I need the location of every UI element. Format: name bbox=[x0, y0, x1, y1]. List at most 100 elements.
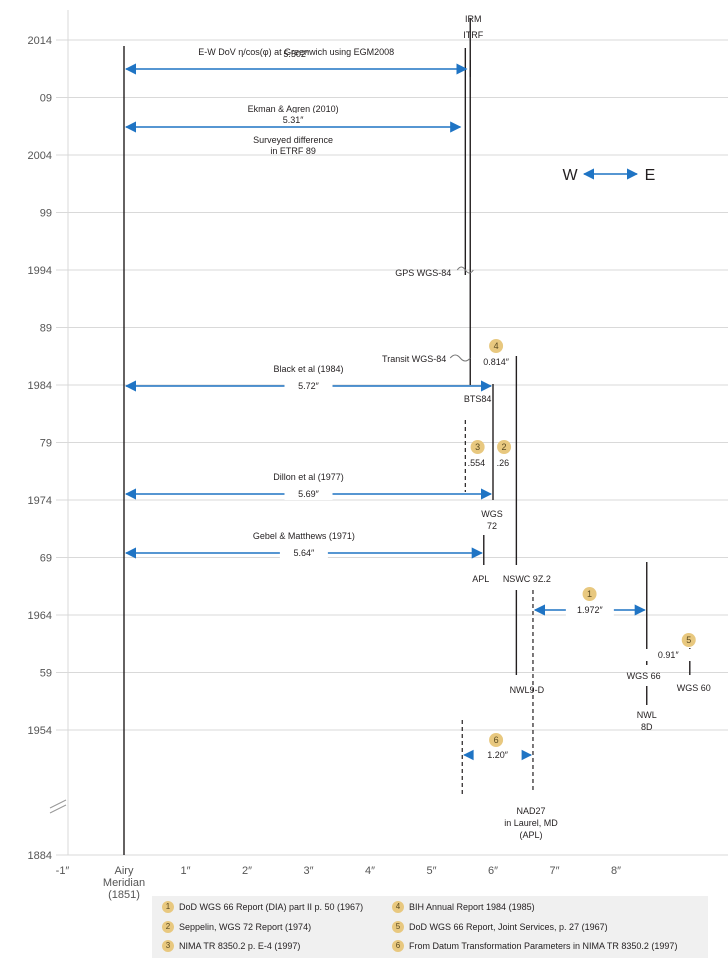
x-tick-label: 1″ bbox=[180, 865, 190, 877]
legend-item: 5 DoD WGS 66 Report, Joint Services, p. 2… bbox=[392, 921, 608, 933]
badge-number: 6 bbox=[494, 735, 499, 745]
x-tick-label: 5″ bbox=[426, 865, 436, 877]
value-label-bg bbox=[269, 113, 318, 125]
x-tick-label: 4″ bbox=[365, 865, 375, 877]
measurement-value: 1.20″ bbox=[487, 750, 509, 760]
legend-item: 1 DoD WGS 66 Report (DIA) part II p. 50 (… bbox=[162, 901, 363, 913]
y-tick-label: 1984 bbox=[28, 380, 52, 392]
x-tick-label: 2″ bbox=[242, 865, 252, 877]
measurement-value: 5.502″ bbox=[283, 49, 310, 59]
y-tick-label: 2014 bbox=[28, 35, 52, 47]
axis-break-mark bbox=[49, 804, 67, 814]
legend-item: 4 BIH Annual Report 1984 (1985) bbox=[392, 901, 535, 913]
datum-label-nwl9d: NWL9-D bbox=[510, 685, 545, 695]
legend-text: From Datum Transformation Parameters in … bbox=[409, 941, 678, 951]
datum-label-wgs60: WGS 60 bbox=[677, 683, 711, 693]
measurement-value: .26 bbox=[497, 458, 510, 468]
datum-label-apl: APL bbox=[472, 574, 489, 584]
measurement-title: Gebel & Matthews (1971) bbox=[253, 531, 355, 541]
y-tick-label: 89 bbox=[40, 323, 52, 335]
badge-number: 5 bbox=[686, 635, 691, 645]
legend-badge: 1 bbox=[162, 901, 174, 913]
measurement-value: .554 bbox=[468, 458, 486, 468]
datum-label-wgs66: WGS 66 bbox=[627, 671, 661, 681]
measurement-value: 5.69″ bbox=[298, 489, 320, 499]
y-tick-label: 1954 bbox=[28, 725, 52, 737]
transit-squiggle bbox=[449, 354, 471, 362]
legend-item: 2 Seppelin, WGS 72 Report (1974) bbox=[162, 921, 311, 933]
datum-label-gps: GPS WGS-84 bbox=[395, 268, 451, 278]
y-tick-label: 1884 bbox=[28, 850, 52, 862]
legend-item: 3 NIMA TR 8350.2 p. E-4 (1997) bbox=[162, 940, 300, 952]
value-label-bg bbox=[644, 649, 693, 661]
measurement-note: Surveyed difference in ETRF 89 bbox=[253, 135, 333, 156]
badge-number: 1 bbox=[587, 589, 592, 599]
legend-text: NIMA TR 8350.2 p. E-4 (1997) bbox=[179, 941, 301, 951]
measurement-title: Dillon et al (1977) bbox=[273, 472, 344, 482]
y-tick-label: 1994 bbox=[28, 265, 52, 277]
x-tick-label: 8″ bbox=[611, 865, 621, 877]
axis-break-mark bbox=[49, 799, 67, 809]
x-tick-label: 7″ bbox=[549, 865, 559, 877]
measurement-title: Black et al (1984) bbox=[273, 364, 343, 374]
badge-circle bbox=[489, 733, 504, 747]
value-label-bg bbox=[565, 604, 614, 616]
legend-text: DoD WGS 66 Report (DIA) part II p. 50 (1… bbox=[179, 902, 364, 912]
legend-box: 1 DoD WGS 66 Report (DIA) part II p. 50 (… bbox=[152, 896, 708, 958]
measurement-value: 0.91″ bbox=[658, 650, 680, 660]
y-tick-label: 79 bbox=[40, 438, 52, 450]
y-tick-label: 1974 bbox=[28, 495, 52, 507]
value-label-bg bbox=[284, 488, 333, 500]
measurement-title: Ekman & Agren (2010) bbox=[248, 104, 339, 114]
compass-east: E bbox=[645, 167, 656, 184]
measurement-value: 5.64″ bbox=[294, 548, 316, 558]
badge-number: 2 bbox=[502, 442, 507, 452]
datum-label-transit: Transit WGS-84 bbox=[382, 354, 446, 364]
value-label-bg bbox=[279, 547, 328, 559]
y-tick-label: 69 bbox=[40, 553, 52, 565]
legend-badge: 4 bbox=[392, 901, 404, 913]
x-tick-label: 6″ bbox=[488, 865, 498, 877]
x-tick-label: -1″ bbox=[56, 865, 70, 877]
mark-layer: E-W DoV η/cos(φ) at Greenwich using EGM2… bbox=[123, 14, 711, 855]
legend-badge: 2 bbox=[162, 921, 174, 933]
measurement-value: 0.814″ bbox=[483, 357, 510, 367]
gps-squiggle bbox=[456, 266, 474, 274]
value-label-bg bbox=[473, 749, 522, 761]
y-tick-label: 1964 bbox=[28, 610, 52, 622]
y-tick-label: 99 bbox=[40, 208, 52, 220]
badge-number: 3 bbox=[475, 442, 480, 452]
y-tick-label: 09 bbox=[40, 93, 52, 105]
measurement-value: 1.972″ bbox=[577, 605, 604, 615]
datum-label-nwl8d: NWL 8D bbox=[637, 710, 657, 732]
datum-label-bts84: BTS84 bbox=[464, 394, 492, 404]
datum-label-nswc: NSWC 9Z.2 bbox=[503, 574, 551, 584]
y-tick-label: 2004 bbox=[28, 150, 52, 162]
datum-label-irm: IRM bbox=[465, 14, 482, 24]
measurement-value: 5.31″ bbox=[283, 115, 305, 125]
grid-layer bbox=[49, 10, 728, 856]
datum-label-wgs72: WGS 72 bbox=[481, 509, 503, 531]
compass-west: W bbox=[562, 167, 578, 184]
legend-text: BIH Annual Report 1984 (1985) bbox=[409, 902, 535, 912]
badge-circle bbox=[489, 339, 504, 353]
y-tick-label: 59 bbox=[40, 668, 52, 680]
x-tick-label: Airy Meridian (1851) bbox=[103, 865, 145, 901]
badge-number: 4 bbox=[494, 341, 499, 351]
legend-badge: 5 bbox=[392, 921, 404, 933]
datum-label-itrf: ITRF bbox=[463, 30, 483, 40]
badge-circle bbox=[582, 587, 597, 601]
datum-label-nad27: NAD27 in Laurel, MD (APL) bbox=[504, 806, 558, 840]
badge-circle bbox=[681, 633, 696, 647]
legend-badge: 6 bbox=[392, 940, 404, 952]
legend-badge: 3 bbox=[162, 940, 174, 952]
value-label-bg bbox=[284, 380, 333, 392]
x-tick-label: 3″ bbox=[303, 865, 313, 877]
badge-circle bbox=[497, 440, 512, 454]
legend-text: DoD WGS 66 Report, Joint Services, p. 27… bbox=[409, 922, 608, 932]
legend-item: 6 From Datum Transformation Parameters in… bbox=[392, 940, 677, 952]
badge-circle bbox=[470, 440, 485, 454]
measurement-value: 5.72″ bbox=[298, 381, 320, 391]
measurement-title: E-W DoV η/cos(φ) at Greenwich using EGM2… bbox=[198, 47, 394, 57]
